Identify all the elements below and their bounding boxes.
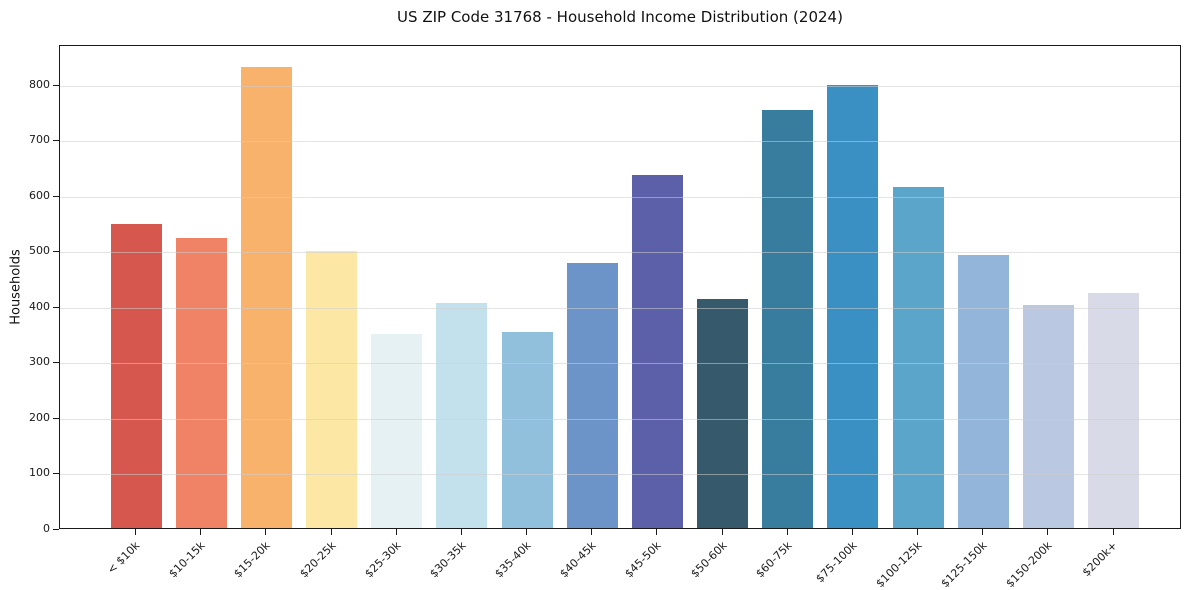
y-tick-label-100: 100	[29, 466, 50, 479]
bar-45-50k	[631, 175, 683, 528]
plot-area	[59, 45, 1181, 529]
x-tick-label-40-45k: $40-45k	[556, 539, 599, 581]
gridline-y-700	[60, 141, 1180, 142]
y-tick-mark	[53, 85, 59, 86]
gridline-y-600	[60, 197, 1180, 198]
x-tick-mark	[917, 529, 918, 535]
x-tick-mark	[200, 529, 201, 535]
y-tick-label-500: 500	[29, 244, 50, 257]
x-tick-label-20-25k: $20-25k	[296, 539, 339, 581]
y-tick-mark	[53, 140, 59, 141]
y-tick-mark	[53, 362, 59, 363]
x-tick-mark	[1113, 529, 1114, 535]
x-tick-label-125-150k: $125-150k	[938, 539, 990, 590]
y-tick-label-0: 0	[43, 522, 50, 535]
y-tick-label-800: 800	[29, 78, 50, 91]
x-tick-label-75-100k: $75-100k	[812, 539, 860, 586]
bar-75-100k	[827, 85, 879, 528]
bar-150-200k	[1022, 305, 1074, 528]
x-tick-label-25-30k: $25-30k	[361, 539, 404, 581]
x-tick-label-30-35k: $30-35k	[426, 539, 469, 581]
y-tick-label-400: 400	[29, 300, 50, 313]
x-tick-mark	[331, 529, 332, 535]
x-tick-mark	[852, 529, 853, 535]
gridline-y-800	[60, 86, 1180, 87]
x-tick-label-45-50k: $45-50k	[621, 539, 664, 581]
y-tick-label-700: 700	[29, 133, 50, 146]
x-tick-label-50-60k: $50-60k	[687, 539, 730, 581]
x-tick-mark	[722, 529, 723, 535]
y-tick-mark	[53, 251, 59, 252]
gridline-y-400	[60, 308, 1180, 309]
x-tick-mark	[265, 529, 266, 535]
y-tick-mark	[53, 196, 59, 197]
bar-10-15k	[175, 238, 227, 528]
x-tick-mark	[591, 529, 592, 535]
x-tick-label-150-200k: $150-200k	[1003, 539, 1055, 590]
gridline-y-200	[60, 419, 1180, 420]
x-tick-mark	[787, 529, 788, 535]
gridline-y-500	[60, 252, 1180, 253]
y-tick-mark	[53, 473, 59, 474]
bar-15-20k	[240, 67, 292, 528]
gridline-y-300	[60, 363, 1180, 364]
x-tick-label-200k: $200k+	[1080, 539, 1121, 580]
bar-30-35k	[436, 303, 488, 528]
y-tick-mark	[53, 529, 59, 530]
bar-35-40k	[501, 332, 553, 528]
bar-125-150k	[957, 255, 1009, 528]
x-tick-label-35-40k: $35-40k	[491, 539, 534, 581]
bar-60-75k	[762, 110, 814, 528]
y-tick-mark	[53, 307, 59, 308]
x-tick-label-10-15k: $10-15k	[165, 539, 208, 581]
x-tick-mark	[396, 529, 397, 535]
bar-50-60k	[697, 299, 749, 528]
bar-200k	[1088, 293, 1140, 528]
bar-20-25k	[306, 251, 357, 528]
y-tick-label-600: 600	[29, 189, 50, 202]
x-tick-label-15-20k: $15-20k	[230, 539, 273, 581]
bar-40-45k	[566, 263, 618, 528]
chart-title: US ZIP Code 31768 - Household Income Dis…	[397, 8, 843, 26]
x-tick-mark	[461, 529, 462, 535]
bar-25-30k	[371, 334, 423, 528]
y-tick-mark	[53, 418, 59, 419]
x-tick-mark	[1047, 529, 1048, 535]
x-tick-mark	[982, 529, 983, 535]
x-tick-mark	[526, 529, 527, 535]
x-tick-label-100-125k: $100-125k	[873, 539, 925, 590]
x-tick-label-10k: < $10k	[104, 539, 143, 577]
bar-100-125k	[892, 187, 944, 528]
x-tick-mark	[656, 529, 657, 535]
bar-10k	[110, 224, 162, 528]
x-tick-label-60-75k: $60-75k	[752, 539, 795, 581]
y-tick-label-200: 200	[29, 411, 50, 424]
x-tick-mark	[135, 529, 136, 535]
gridline-y-100	[60, 474, 1180, 475]
y-tick-label-300: 300	[29, 355, 50, 368]
